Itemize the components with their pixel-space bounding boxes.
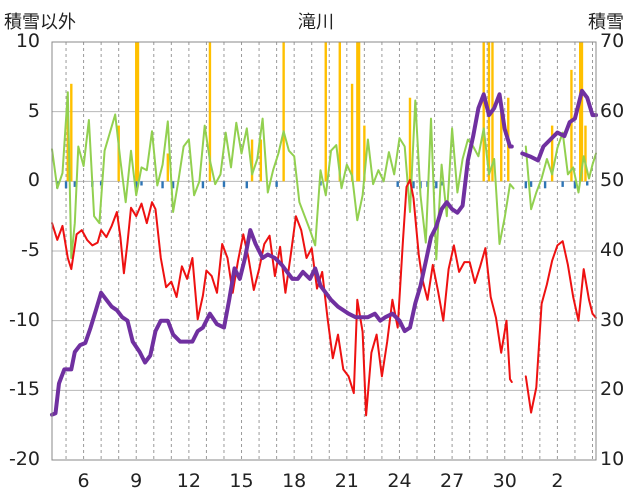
bar-precipitation [579,42,582,182]
x-tick-label: 12 [176,470,201,492]
bar-snowfall_bars [99,181,103,186]
bar-snowfall_bars [524,181,528,189]
right-tick-label: 70 [600,30,625,52]
bar-snowfall_bars [543,181,547,189]
bar-precipitation [570,69,573,182]
bar-precipitation [363,125,366,182]
bar-precipitation [250,139,254,182]
bar-precipitation [350,83,354,182]
bar-precipitation [584,125,587,182]
series-line-humidity [51,91,597,261]
left-tick-label: 10 [15,30,40,52]
left-tick-label: -10 [8,308,40,331]
bar-snowfall_bars [73,181,77,187]
x-tick-label: 2 [551,470,564,492]
bar-precipitation [356,42,359,182]
bar-snowfall_bars [171,181,175,189]
line-series-group [50,88,598,417]
bar-precipitation [166,153,170,182]
x-tick-label: 15 [229,470,254,492]
x-tick-label: 18 [282,470,307,492]
bar-precipitation [324,42,327,182]
bar-precipitation [208,42,212,182]
bar-snowfall_bars [275,181,278,187]
bar-precipitation [282,42,285,182]
left-tick-label: -5 [21,239,40,261]
bar-snowfall_bars [245,181,248,189]
bar-precipitation [135,42,138,182]
bar-precipitation [259,139,263,182]
bar-precipitation [136,42,140,182]
series-line-temperature [51,178,597,417]
left-tick-label: 0 [27,169,40,192]
bar-snowfall_bars [412,181,415,189]
bar-precipitation [482,42,485,182]
right-tick-label: 40 [600,239,625,261]
bar-snowfall_bars [135,181,138,189]
right-tick-label: 60 [600,99,625,122]
bar-snowfall_bars [161,181,164,189]
bar-snowfall_bars [561,181,564,187]
bar-snowfall_bars [435,181,438,189]
left-tick-label: 5 [27,99,40,122]
right-tick-label: 50 [600,169,625,192]
bar-precipitation [338,42,341,182]
bar-snowfall_bars [201,181,205,189]
x-tick-label: 30 [492,470,517,492]
right-tick-label: 30 [600,308,625,331]
x-tick-label: 27 [440,470,465,492]
x-tick-label: 24 [387,470,412,492]
bar-precipitation [550,125,554,182]
bar-precipitation [357,42,361,182]
bar-snowfall_bars [573,181,577,189]
left-tick-label: -20 [8,448,40,470]
right-axis-title: 積雪 [588,12,624,33]
right-tick-label: 10 [600,448,625,470]
chart-title: 滝川 [298,12,334,33]
bar-snowfall_bars [529,181,533,187]
bar-precipitation [66,111,69,182]
left-tick-label: -15 [8,378,40,401]
bar-precipitation [580,42,584,182]
bar-precipitation [500,111,503,182]
x-tick-label: 6 [77,470,90,492]
plot-border [51,41,597,461]
x-tick-label: 9 [130,470,143,492]
bar-snowfall_bars [586,181,589,186]
bar-precipitation [408,97,412,182]
bar-snowfall_bars [440,181,443,186]
bar-snowfall_bars [396,181,399,187]
series-line-snow_depth [50,88,598,417]
bar-snowfall_bars [140,181,143,186]
right-tick-label: 20 [600,378,625,401]
left-axis-title: 積雪以外 [4,12,76,33]
x-tick-label: 21 [334,470,359,492]
bar-snowfall_bars [222,181,226,187]
bar-precipitation [70,83,73,182]
bar-snowfall_bars [64,181,68,189]
